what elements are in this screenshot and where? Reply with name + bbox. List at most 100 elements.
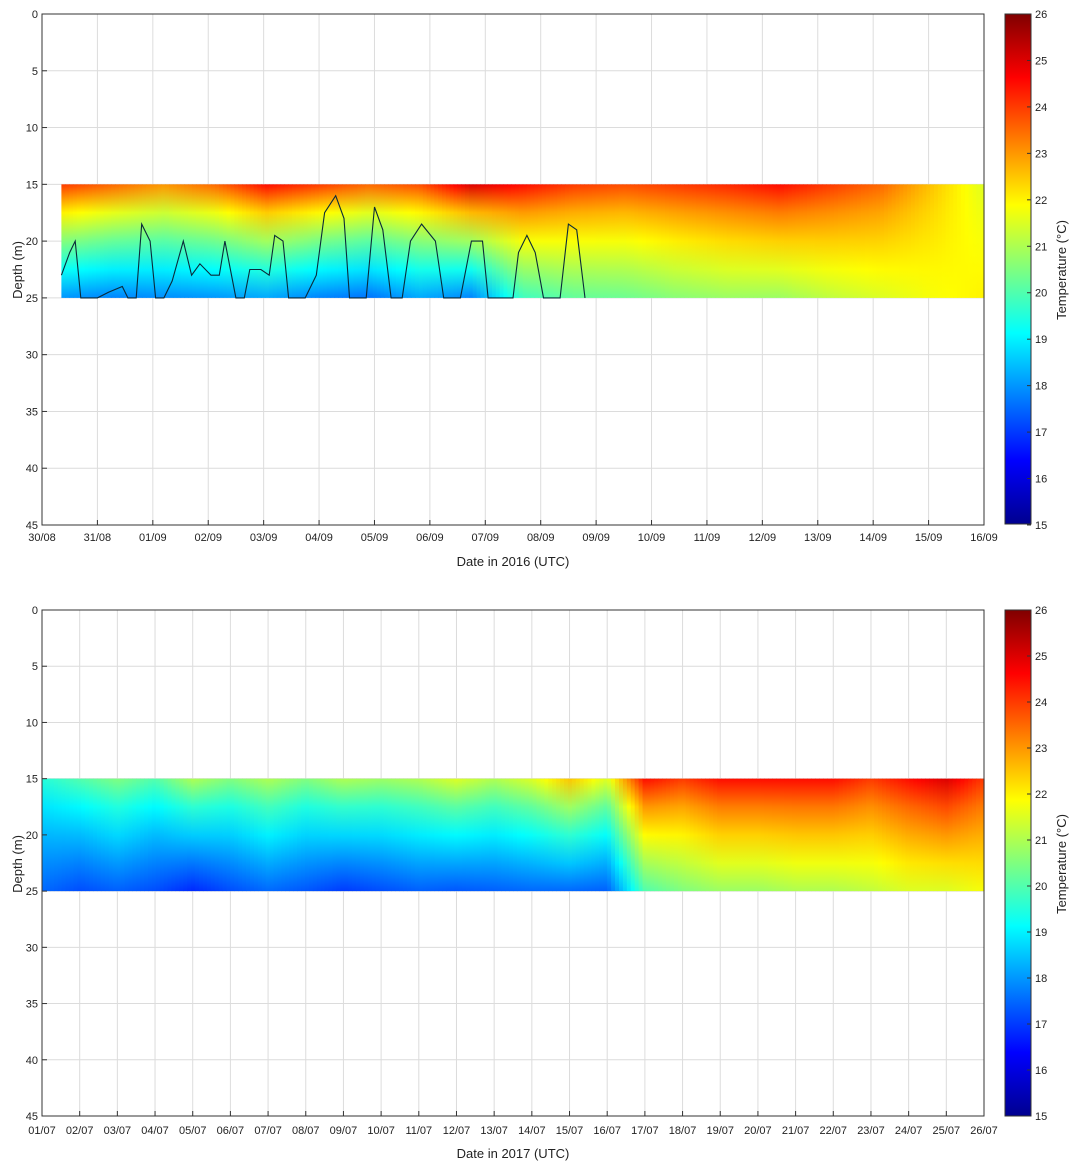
heatmap-column <box>538 184 543 298</box>
colorbar-tick-label: 25 <box>1035 55 1047 67</box>
heatmap-column <box>303 184 309 298</box>
x-tick-label: 11/09 <box>694 532 721 544</box>
colorbar-2016: 15 16 17 18 19 20 21 22 23 24 25 26 Temperature (°C… <box>1004 9 1069 532</box>
x-tick-label: 02/07 <box>66 1125 94 1137</box>
heatmap-column <box>57 778 63 892</box>
heatmap-column <box>288 184 293 298</box>
heatmap-column <box>491 184 497 298</box>
colorbar-title-2017: Temperature (°C) <box>1054 814 1069 914</box>
colorbar-tick-label: 17 <box>1035 427 1047 439</box>
heatmap-column <box>910 184 916 298</box>
heatmap-column <box>445 184 451 298</box>
heatmap-column <box>775 778 781 892</box>
heatmap-column <box>672 184 678 298</box>
heatmap-column <box>748 778 754 892</box>
y-tick-label: 5 <box>32 66 38 78</box>
x-tick-label: 01/07 <box>28 1125 56 1137</box>
y-tick-label: 0 <box>32 605 38 617</box>
heatmap-column <box>646 778 651 892</box>
heatmap-column <box>626 778 632 892</box>
heatmap-column <box>630 778 636 892</box>
y-ticks-2016: 0 5 10 15 20 25 30 35 40 45 <box>26 9 47 532</box>
heatmap-column <box>850 778 856 892</box>
heatmap-column <box>85 778 90 892</box>
heatmap-column <box>561 184 566 298</box>
heatmap-column <box>73 778 78 892</box>
heatmap-column <box>584 184 589 298</box>
heatmap-column <box>365 184 370 298</box>
heatmap-column <box>918 184 924 298</box>
heatmap-column <box>384 184 389 298</box>
heatmap-column <box>681 778 687 892</box>
heatmap-column <box>454 778 459 892</box>
heatmap-column <box>89 778 94 892</box>
heatmap-column <box>376 184 382 298</box>
heatmap-column <box>326 184 332 298</box>
heatmap-column <box>680 184 685 298</box>
heatmap-column <box>497 778 502 892</box>
x-tick-label: 02/09 <box>194 532 222 544</box>
heatmap-column <box>422 184 428 298</box>
heatmap-column <box>342 184 347 298</box>
heatmap-column <box>823 778 828 892</box>
heatmap-column <box>622 184 628 298</box>
heatmap-column <box>515 184 520 298</box>
heatmap-column <box>807 778 812 892</box>
heatmap-column <box>588 184 593 298</box>
heatmap-column <box>253 778 259 892</box>
heatmap-column <box>430 184 435 298</box>
heatmap-column <box>768 184 774 298</box>
heatmap-column <box>524 778 530 892</box>
x-tick-label: 05/09 <box>361 532 389 544</box>
colorbar-tick-label: 24 <box>1035 697 1047 709</box>
heatmap-column <box>277 778 283 892</box>
heatmap-column <box>477 778 483 892</box>
heatmap-column <box>155 778 161 892</box>
heatmap-column <box>854 778 859 892</box>
x-tick-label: 07/07 <box>254 1125 282 1137</box>
heatmap-column <box>284 184 289 298</box>
heatmap-column <box>891 184 897 298</box>
heatmap-column <box>718 184 724 298</box>
y-tick-label: 35 <box>26 999 38 1011</box>
heatmap-column <box>576 184 581 298</box>
x-tick-label: 23/07 <box>857 1125 885 1137</box>
heatmap-column <box>165 184 170 298</box>
heatmap-column <box>607 778 612 892</box>
heatmap-column <box>799 184 804 298</box>
heatmap-2017 <box>42 778 985 892</box>
x-tick-label: 07/09 <box>472 532 500 544</box>
x-tick-label: 20/07 <box>744 1125 772 1137</box>
y-tick-label: 10 <box>26 717 38 729</box>
heatmap-column <box>219 184 224 298</box>
heatmap-column <box>709 778 714 892</box>
heatmap-column <box>195 184 201 298</box>
heatmap-column <box>167 778 173 892</box>
heatmap-column <box>564 778 569 892</box>
heatmap-column <box>352 778 357 892</box>
x-tick-label: 12/09 <box>749 532 777 544</box>
heatmap-column <box>901 778 907 892</box>
heatmap-column <box>564 184 570 298</box>
heatmap-column <box>265 778 271 892</box>
heatmap-column <box>929 778 934 892</box>
colorbar-tick-label: 26 <box>1035 9 1047 21</box>
heatmap-column <box>45 778 51 892</box>
heatmap-column <box>568 184 574 298</box>
x-tick-label: 11/07 <box>405 1125 432 1137</box>
heatmap-column <box>99 184 105 298</box>
colorbar-tick-label: 22 <box>1035 195 1047 207</box>
heatmap-column <box>210 778 216 892</box>
heatmap-column <box>257 778 263 892</box>
heatmap-column <box>246 778 251 892</box>
heatmap-column <box>874 778 879 892</box>
heatmap-column <box>65 778 71 892</box>
heatmap-column <box>571 778 577 892</box>
heatmap-column <box>206 778 212 892</box>
heatmap-column <box>336 778 341 892</box>
heatmap-column <box>749 184 754 298</box>
panel-2016: 0 5 10 15 20 25 30 35 40 45 30/08 31/08 01/09 02/09 0… <box>10 9 1069 569</box>
colorbar-ticks-2017: 15 16 17 18 19 20 21 22 23 24 25 26 <box>1027 605 1047 1123</box>
heatmap-column <box>407 184 412 298</box>
